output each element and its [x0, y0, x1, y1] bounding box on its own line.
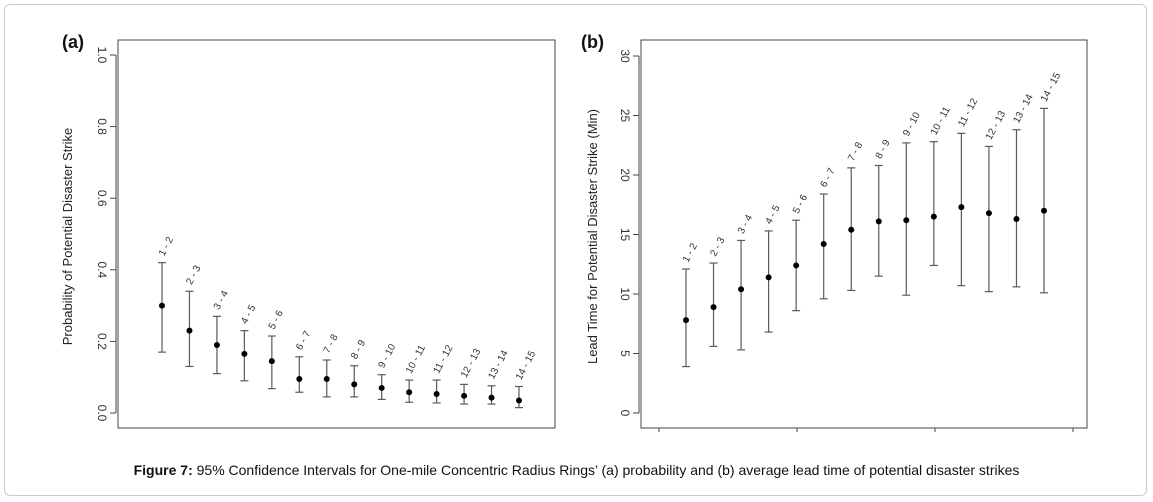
mean-point [683, 317, 689, 324]
category-label: 1 - 2 [681, 241, 700, 264]
y-tick-label: 0.6 [95, 190, 109, 207]
mean-point [738, 286, 745, 293]
plot-frame [117, 39, 556, 429]
mean-point [793, 262, 800, 269]
mean-point [1013, 216, 1020, 223]
category-label: 14 - 15 [1039, 71, 1064, 104]
y-tick-label: 0.0 [95, 405, 109, 422]
category-label: 7 - 8 [322, 332, 341, 355]
mean-point [820, 241, 827, 248]
mean-point [186, 327, 193, 334]
mean-point [323, 375, 330, 382]
category-label: 10 - 11 [404, 343, 428, 375]
y-tick-label: 5 [618, 350, 632, 357]
mean-point [296, 375, 303, 382]
panel-label: (a) [62, 32, 84, 52]
y-tick-label: 15 [618, 228, 632, 242]
y-tick-label: 0.8 [95, 118, 109, 135]
mean-point [433, 391, 440, 398]
category-label: 7 - 8 [846, 140, 865, 163]
plot-frame [640, 39, 1088, 429]
category-label: 3 - 4 [736, 213, 755, 236]
mean-point [159, 302, 165, 309]
mean-point [848, 226, 855, 233]
mean-point [958, 204, 965, 211]
category-label: 12 - 13 [459, 347, 484, 380]
mean-point [351, 381, 358, 388]
category-label: 4 - 5 [764, 203, 783, 226]
mean-point [903, 217, 910, 224]
category-label: 2 - 3 [708, 235, 727, 258]
y-tick-label: 25 [618, 109, 632, 123]
category-label: 4 - 5 [239, 303, 258, 326]
mean-point [488, 394, 495, 401]
category-label: 6 - 7 [819, 166, 838, 189]
category-label: 11 - 12 [956, 96, 980, 128]
mean-point [406, 389, 413, 396]
mean-point [985, 210, 992, 217]
category-label: 13 - 14 [1011, 92, 1036, 125]
mean-point [710, 304, 717, 311]
category-label: 8 - 9 [874, 138, 893, 161]
category-label: 14 - 15 [514, 349, 539, 382]
category-label: 9 - 10 [901, 110, 923, 138]
category-label: 5 - 6 [267, 308, 286, 331]
caption-label: Figure 7: [133, 462, 193, 478]
y-tick-label: 10 [618, 287, 632, 301]
figure-caption: Figure 7: 95% Confidence Intervals for O… [0, 462, 1153, 478]
y-tick-label: 1.0 [95, 47, 109, 64]
y-tick-label: 0.2 [95, 333, 109, 350]
mean-point [241, 350, 248, 357]
category-label: 5 - 6 [791, 192, 810, 215]
mean-point [461, 392, 468, 399]
category-label: 11 - 12 [432, 343, 456, 375]
category-label: 6 - 7 [294, 329, 313, 352]
category-label: 10 - 11 [929, 105, 953, 137]
mean-point [930, 213, 937, 220]
y-tick-label: 0 [618, 410, 632, 417]
mean-point [378, 384, 385, 391]
category-label: 1 - 2 [157, 235, 176, 258]
panel-label: (b) [581, 32, 604, 52]
y-tick-label: 20 [618, 168, 632, 182]
figure-canvas: 0.0 0.2 0.4 0.6 0.8 1.0 Probability of Potenti… [60, 32, 1088, 432]
mean-point [268, 358, 275, 365]
category-label: 8 - 9 [349, 338, 368, 361]
y-axis-title: Probability of Potential Disaster Strike [60, 128, 75, 345]
mean-point [765, 274, 772, 281]
y-axis-title: Lead Time for Potential Disaster Strike … [585, 109, 600, 364]
panel-b-lead-time-chart: 0 5 10 15 20 25 30 Lead Time for Potential Disa… [581, 32, 1088, 432]
mean-point [1041, 207, 1047, 214]
mean-point [516, 397, 522, 404]
y-tick-label: 30 [618, 49, 632, 63]
category-label: 9 - 10 [377, 342, 399, 370]
mean-point [875, 218, 882, 225]
category-label: 2 - 3 [184, 263, 203, 286]
mean-point [213, 341, 220, 348]
category-label: 13 - 14 [486, 348, 511, 381]
figure-frame [4, 4, 1147, 496]
panel-a-probability-chart: 0.0 0.2 0.4 0.6 0.8 1.0 Probability of Potenti… [60, 32, 556, 429]
category-label: 3 - 4 [212, 289, 231, 312]
category-label: 12 - 13 [984, 109, 1009, 142]
y-tick-label: 0.4 [95, 261, 109, 278]
caption-text: 95% Confidence Intervals for One-mile Co… [192, 462, 1020, 478]
